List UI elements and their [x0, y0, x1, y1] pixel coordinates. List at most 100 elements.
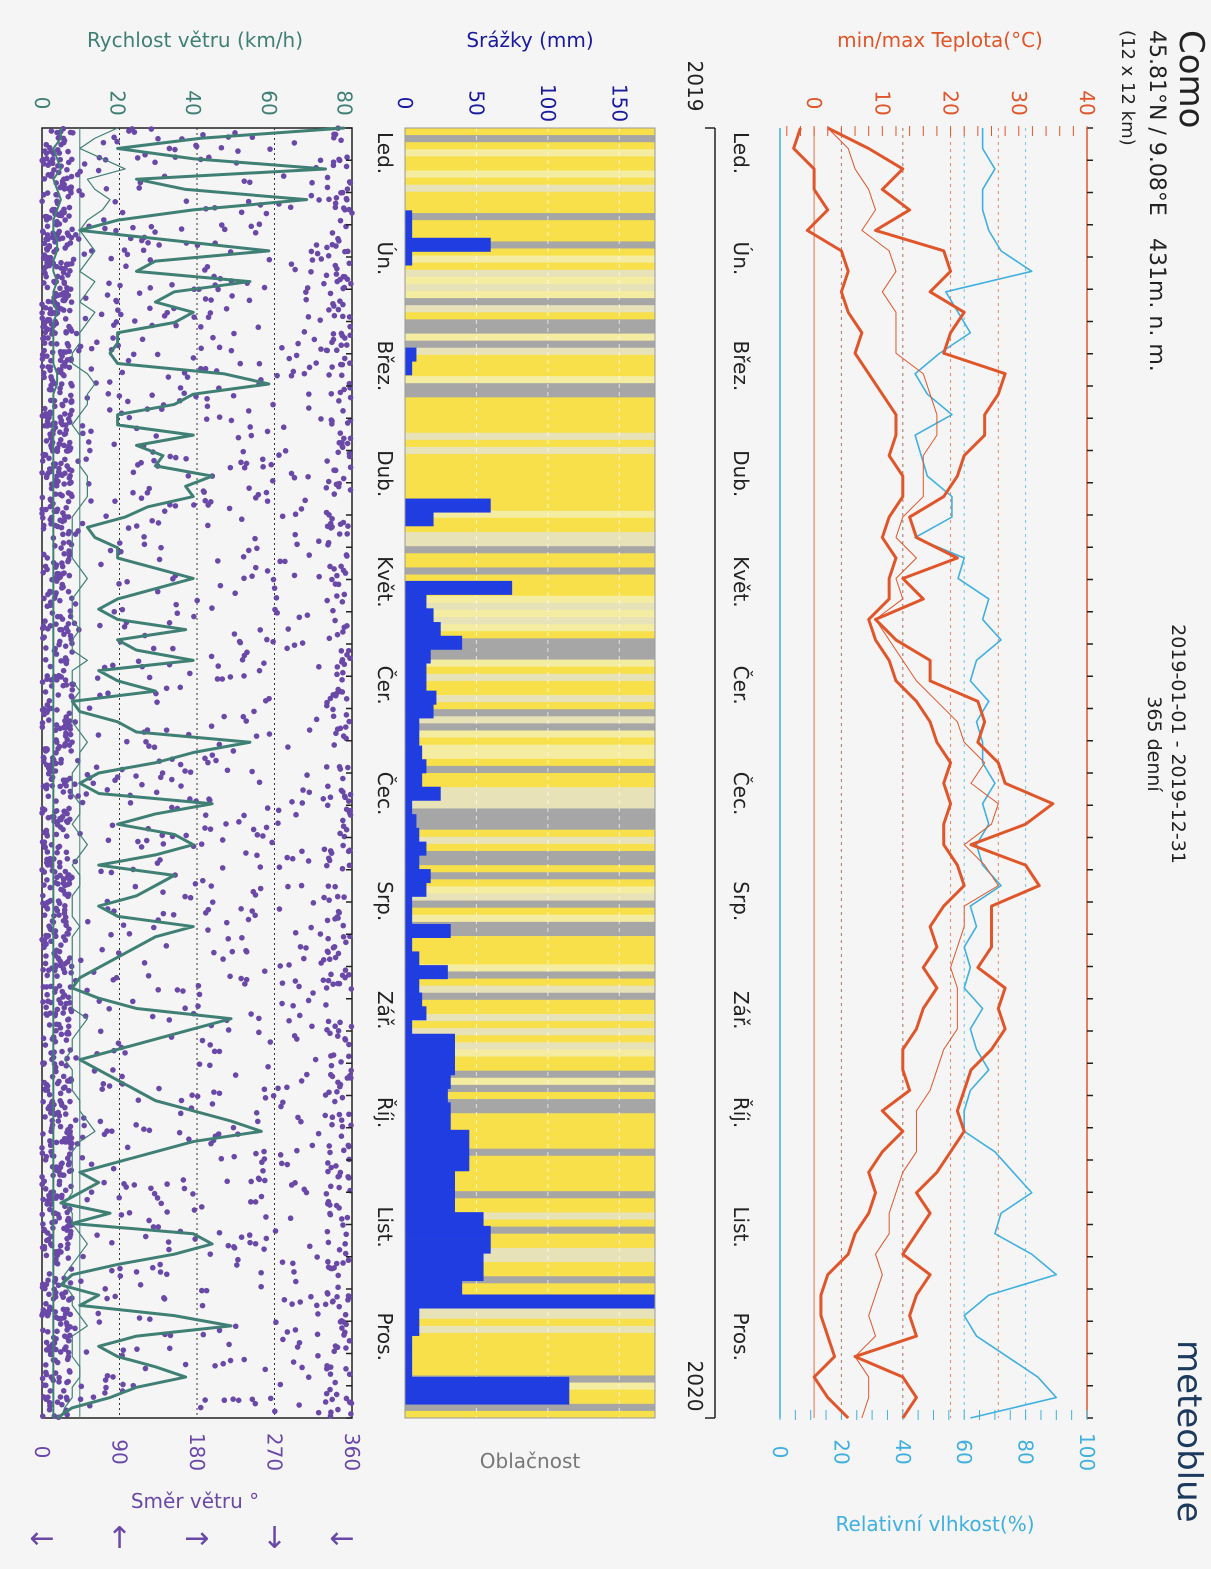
- wind-direction-dot: [257, 864, 264, 870]
- wind-direction-dot: [328, 1164, 335, 1171]
- cloud-cover-stripe: [405, 836, 655, 845]
- wind-direction-dot: [44, 972, 51, 979]
- wind-direction-dot: [134, 1346, 140, 1352]
- wind-direction-dot: [79, 520, 86, 527]
- wind-direction-dot: [39, 351, 46, 358]
- wind-direction-dot: [270, 401, 276, 408]
- wind-direction-dot: [340, 669, 346, 676]
- wind-direction-dot: [146, 743, 152, 749]
- cloud-cover-stripe: [405, 992, 655, 1001]
- wind-direction-dot: [45, 1236, 52, 1243]
- wind-direction-dot: [61, 907, 68, 913]
- wind-direction-dot: [57, 626, 63, 633]
- wind-direction-dot: [65, 994, 72, 1001]
- wind-direction-dot: [63, 1037, 70, 1043]
- wind-direction-dot: [63, 448, 70, 454]
- cloud-cover-stripe: [405, 1311, 655, 1320]
- precip-bar: [405, 1335, 413, 1350]
- cloud-cover-stripe: [405, 1091, 655, 1100]
- wind-direction-dot: [48, 705, 54, 712]
- wind-direction-dot: [231, 330, 237, 337]
- year-start-label: 2019: [683, 61, 707, 112]
- wind-direction-dot: [202, 296, 209, 302]
- wind-direction-dot: [243, 947, 249, 954]
- wind-direction-dot: [65, 893, 71, 900]
- wind-direction-dot: [261, 660, 267, 666]
- wind-direction-dot: [147, 1316, 153, 1323]
- wind-direction-dot: [53, 739, 60, 745]
- cloud-cover-stripe: [405, 390, 655, 398]
- wind-direction-dot: [79, 1154, 86, 1161]
- wind-direction-dot: [330, 691, 337, 698]
- wind-direction-dot: [44, 555, 51, 561]
- wind-direction-dot: [40, 525, 47, 532]
- wind-direction-dot: [64, 1055, 70, 1062]
- wind-direction-dot: [42, 618, 48, 624]
- wind-direction-dot: [56, 1078, 62, 1085]
- wind-direction-dot: [110, 1374, 116, 1380]
- wind-direction-dot: [43, 645, 49, 651]
- wind-direction-dot: [61, 481, 67, 487]
- wind-direction-dot: [205, 759, 211, 766]
- wind-direction-dot: [90, 1394, 97, 1400]
- precip-bar: [405, 1184, 455, 1199]
- wind-direction-dot: [346, 1337, 353, 1344]
- wind-direction-dot: [42, 746, 48, 752]
- wind-direction-dot: [252, 495, 259, 501]
- wind-direction-dot: [144, 490, 151, 496]
- wind-direction-dot: [65, 1016, 72, 1023]
- wind-direction-dot: [342, 724, 349, 730]
- wind-direction-dot: [66, 548, 72, 554]
- wind-direction-dot: [334, 1033, 341, 1039]
- wind-direction-dot: [196, 1061, 203, 1067]
- wind-direction-dot: [133, 523, 140, 529]
- wind-direction-dot: [231, 1153, 238, 1160]
- wind-direction-dot: [340, 629, 346, 635]
- cloud-cover-stripe: [405, 744, 655, 753]
- precip-bar: [405, 992, 423, 1007]
- wind-direction-dot: [335, 950, 342, 957]
- wind-direction-dot: [340, 842, 346, 849]
- wind-direction-dot: [70, 256, 77, 263]
- wind-direction-dot: [41, 944, 47, 951]
- cloud-cover-stripe: [405, 1191, 655, 1199]
- precip-bar: [405, 827, 420, 842]
- wind-direction-dot: [347, 394, 354, 401]
- cloud-cover-stripe: [405, 1013, 655, 1022]
- wind-direction-dot: [278, 1160, 285, 1167]
- wind-direction-dot: [235, 1256, 241, 1263]
- cloud-cover-stripe: [405, 1106, 655, 1114]
- wind-direction-dot: [61, 209, 68, 216]
- wind-direction-dot: [301, 955, 307, 962]
- wind-direction-dot: [218, 222, 225, 228]
- cloud-cover-stripe: [405, 999, 655, 1008]
- wind-direction-dot: [245, 198, 252, 205]
- wind-direction-dot: [327, 1071, 334, 1078]
- wind-speed-tick-label: 40: [181, 90, 205, 115]
- wind-direction-dot: [63, 328, 69, 335]
- cloud-cover-stripe: [405, 234, 655, 242]
- precip-bar: [405, 622, 441, 637]
- wind-direction-dot: [252, 912, 258, 919]
- wind-direction-dot: [316, 663, 322, 670]
- wind-direction-dot: [288, 261, 295, 267]
- wind-direction-dot: [103, 1384, 109, 1391]
- wind-direction-dot: [65, 148, 71, 155]
- wind-direction-dot: [330, 300, 336, 307]
- wind-direction-dot: [205, 314, 212, 321]
- cloud-cover-stripe: [405, 1325, 655, 1334]
- wind-direction-dot: [204, 263, 211, 270]
- wind-direction-dot: [44, 702, 51, 708]
- wind-direction-dot: [332, 954, 339, 961]
- wind-direction-dot: [46, 1271, 53, 1277]
- wind-direction-dot: [331, 1348, 338, 1355]
- wind-direction-dot: [60, 887, 67, 894]
- wind-direction-dot: [72, 1117, 79, 1123]
- cloud-cover-stripe: [405, 1099, 655, 1107]
- wind-direction-dot: [57, 1394, 64, 1400]
- wind-direction-dot: [323, 1365, 330, 1372]
- wind-direction-dot: [53, 263, 60, 270]
- precip-bar: [405, 498, 491, 513]
- wind-direction-dot: [39, 510, 45, 517]
- wind-direction-dot: [60, 297, 66, 304]
